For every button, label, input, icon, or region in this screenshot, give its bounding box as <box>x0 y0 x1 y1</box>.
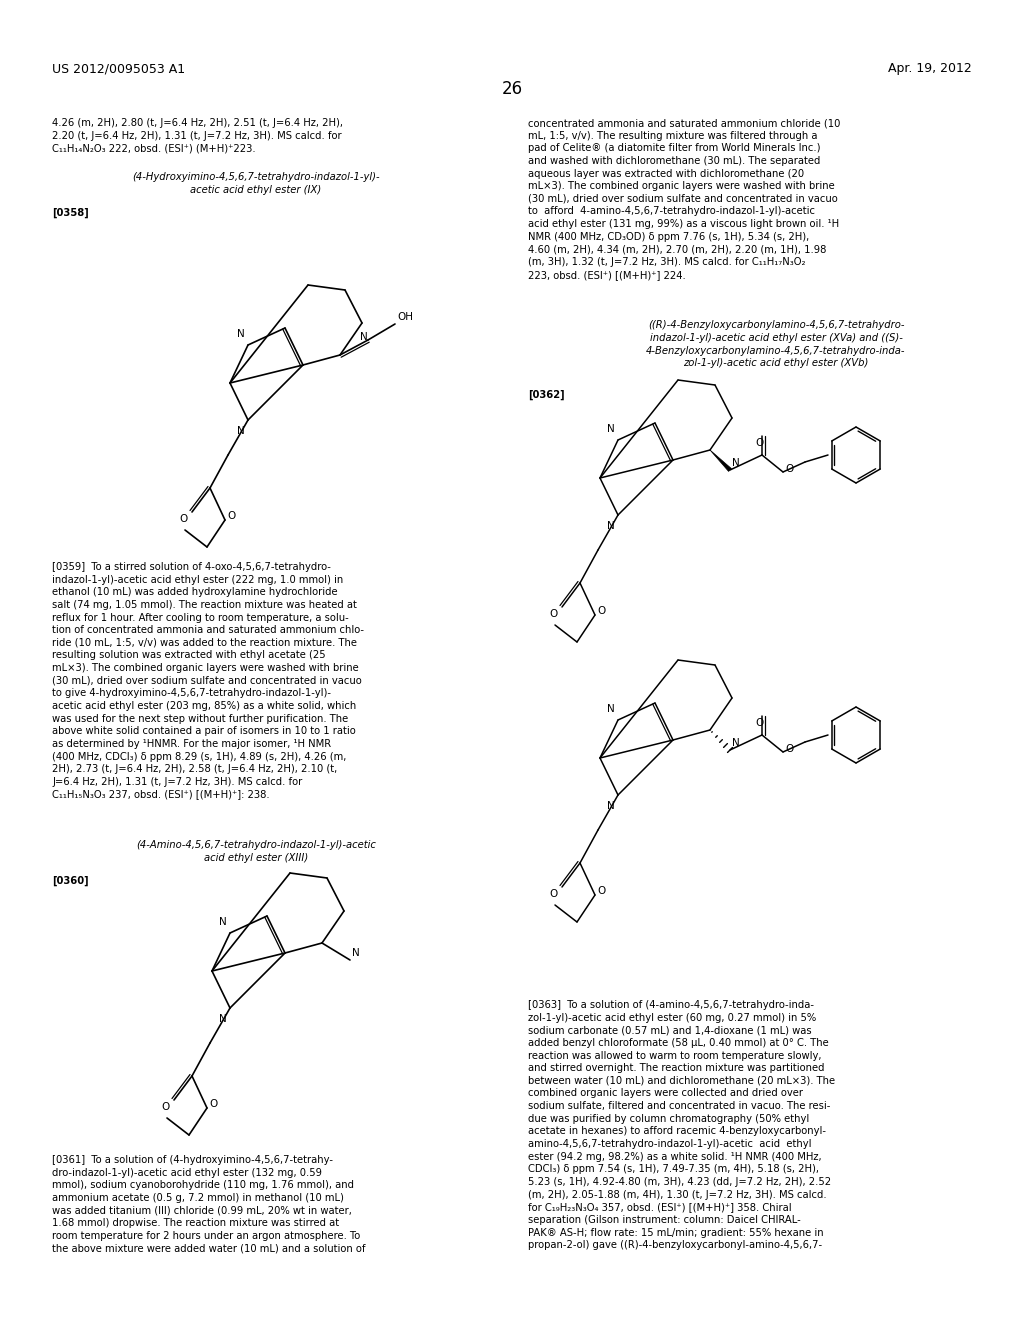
Text: O: O <box>785 744 794 754</box>
Text: OH: OH <box>397 312 413 322</box>
Text: N: N <box>607 704 615 714</box>
Text: [0361]  To a solution of (4-hydroxyimino-4,5,6,7-tetrahy-
dro-indazol-1-yl)-acet: [0361] To a solution of (4-hydroxyimino-… <box>52 1155 366 1254</box>
Text: Apr. 19, 2012: Apr. 19, 2012 <box>888 62 972 75</box>
Text: O: O <box>755 438 763 447</box>
Text: O: O <box>785 465 794 474</box>
Text: N: N <box>607 424 615 434</box>
Text: O: O <box>180 513 188 524</box>
Text: O: O <box>227 511 236 521</box>
Text: (4-Hydroxyimino-4,5,6,7-tetrahydro-indazol-1-yl)-
acetic acid ethyl ester (IX): (4-Hydroxyimino-4,5,6,7-tetrahydro-indaz… <box>132 172 380 195</box>
Text: (4-Amino-4,5,6,7-tetrahydro-indazol-1-yl)-acetic
acid ethyl ester (XIII): (4-Amino-4,5,6,7-tetrahydro-indazol-1-yl… <box>136 840 376 863</box>
Text: N: N <box>238 426 245 436</box>
Text: N: N <box>732 738 739 748</box>
Text: N: N <box>238 329 245 339</box>
Text: [0360]: [0360] <box>52 876 89 886</box>
Polygon shape <box>710 450 731 471</box>
Text: O: O <box>162 1102 170 1111</box>
Text: O: O <box>597 606 605 616</box>
Text: [0359]  To a stirred solution of 4-oxo-4,5,6,7-tetrahydro-
indazol-1-yl)-acetic : [0359] To a stirred solution of 4-oxo-4,… <box>52 562 364 800</box>
Text: O: O <box>209 1100 217 1109</box>
Text: N: N <box>360 333 368 342</box>
Text: N: N <box>219 1014 227 1024</box>
Text: ((R)-4-Benzyloxycarbonylamino-4,5,6,7-tetrahydro-
indazol-1-yl)-acetic acid ethy: ((R)-4-Benzyloxycarbonylamino-4,5,6,7-te… <box>646 319 906 368</box>
Text: US 2012/0095053 A1: US 2012/0095053 A1 <box>52 62 185 75</box>
Text: O: O <box>597 886 605 896</box>
Text: N: N <box>219 917 227 927</box>
Text: O: O <box>550 609 558 619</box>
Text: N: N <box>607 521 615 531</box>
Text: N: N <box>732 458 739 469</box>
Text: 4.26 (m, 2H), 2.80 (t, J=6.4 Hz, 2H), 2.51 (t, J=6.4 Hz, 2H),
2.20 (t, J=6.4 Hz,: 4.26 (m, 2H), 2.80 (t, J=6.4 Hz, 2H), 2.… <box>52 117 343 153</box>
Text: concentrated ammonia and saturated ammonium chloride (10
mL, 1:5, v/v). The resu: concentrated ammonia and saturated ammon… <box>528 117 841 280</box>
Text: N: N <box>352 948 359 958</box>
Text: O: O <box>755 718 763 729</box>
Text: [0363]  To a solution of (4-amino-4,5,6,7-tetrahydro-inda-
zol-1-yl)-acetic acid: [0363] To a solution of (4-amino-4,5,6,7… <box>528 1001 836 1250</box>
Text: O: O <box>550 888 558 899</box>
Text: N: N <box>607 801 615 810</box>
Text: 26: 26 <box>502 81 522 98</box>
Text: [0362]: [0362] <box>528 389 564 400</box>
Text: [0358]: [0358] <box>52 209 89 218</box>
